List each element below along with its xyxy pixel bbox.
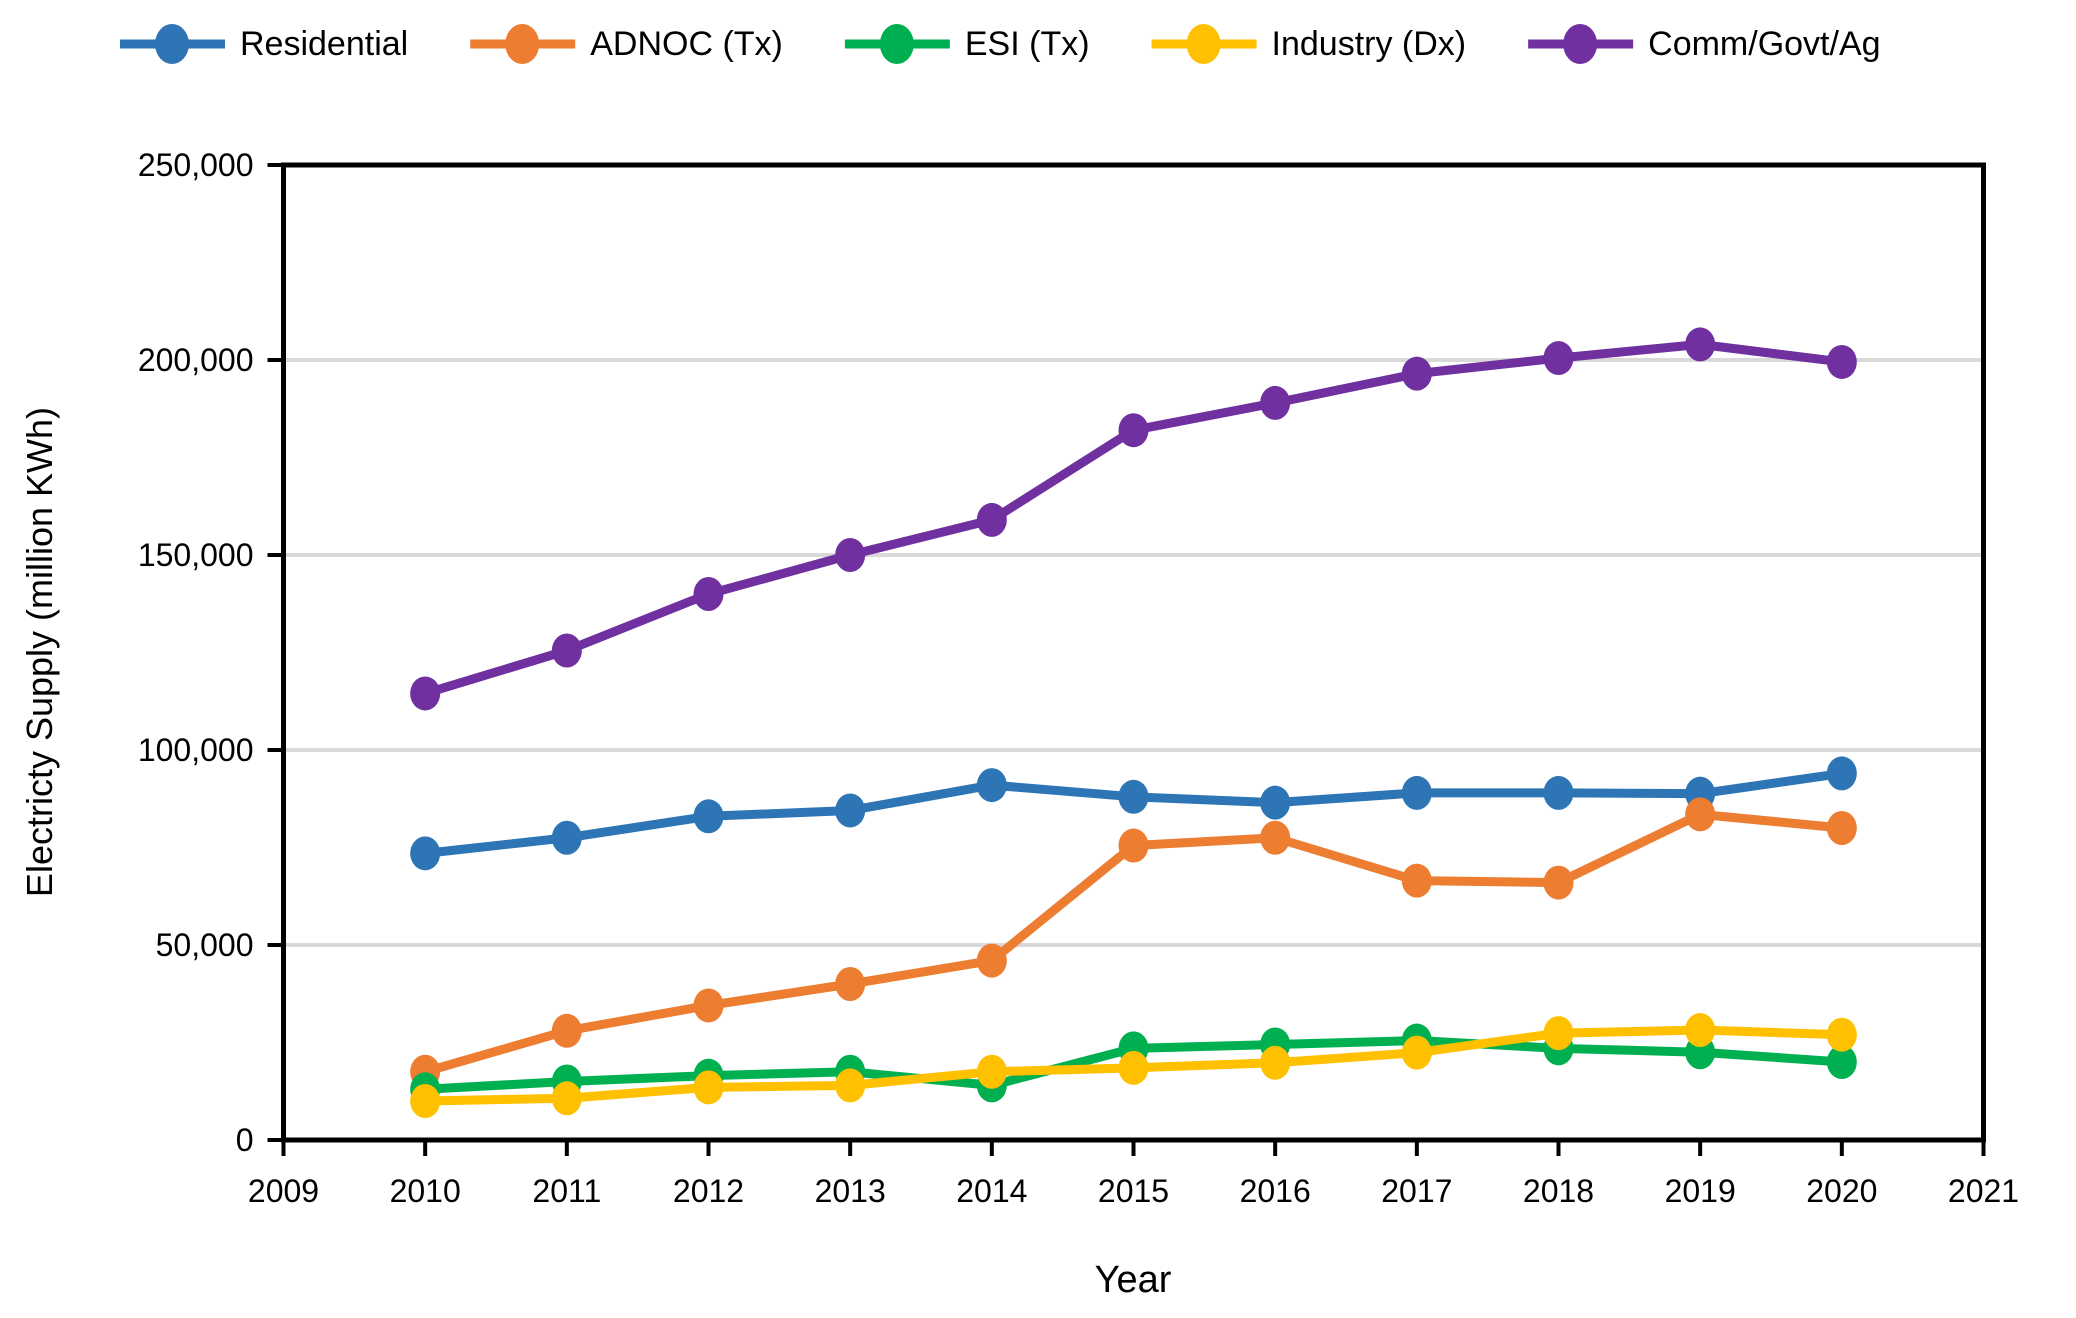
series-line-comm-govt-ag — [420, 339, 1847, 698]
y-tick-label-0: 0 — [236, 1122, 254, 1158]
data-point-residential-2017 — [1401, 775, 1432, 810]
legend-marker-industry-dx — [1186, 24, 1221, 64]
x-tick-label-2011: 2011 — [532, 1173, 601, 1209]
data-point-industry-dx-2010 — [410, 1084, 441, 1118]
data-point-comm-govt-ag-2018 — [1543, 341, 1574, 376]
data-point-comm-govt-ag-2010 — [410, 676, 441, 711]
data-point-comm-govt-ag-2019 — [1685, 327, 1716, 362]
data-series — [410, 327, 1857, 1118]
legend-item-industry-dx: Industry (Dx) — [1151, 24, 1467, 64]
data-point-comm-govt-ag-2015 — [1118, 413, 1149, 448]
data-point-residential-2010 — [410, 836, 441, 871]
legend-item-residential: Residential — [120, 24, 408, 64]
legend-item-adnoc-tx: ADNOC (Tx) — [470, 24, 783, 64]
data-point-industry-dx-2011 — [551, 1081, 582, 1116]
data-point-residential-2014 — [976, 768, 1007, 803]
plot-border — [281, 162, 1986, 1143]
legend-marker-residential — [155, 24, 189, 64]
data-point-industry-dx-2012 — [693, 1070, 724, 1105]
x-tick-label-2020: 2020 — [1806, 1173, 1877, 1209]
data-point-residential-2020 — [1826, 756, 1857, 791]
data-point-comm-govt-ag-2013 — [835, 538, 866, 572]
x-tick-label-2014: 2014 — [956, 1173, 1027, 1209]
legend-label-industry-dx: Industry (Dx) — [1272, 25, 1467, 63]
legend-marker-esi-tx — [879, 24, 914, 64]
data-point-comm-govt-ag-2020 — [1826, 344, 1857, 379]
data-point-adnoc-tx-2015 — [1118, 828, 1149, 863]
legend-marker-comm-govt-ag — [1563, 24, 1598, 64]
data-point-adnoc-tx-2018 — [1543, 865, 1574, 900]
data-point-industry-dx-2013 — [835, 1068, 866, 1103]
data-point-comm-govt-ag-2016 — [1260, 385, 1291, 420]
data-point-adnoc-tx-2019 — [1685, 797, 1716, 832]
data-point-comm-govt-ag-2012 — [693, 577, 724, 611]
chart-legend: Residential ADNOC (Tx) ESI (Tx) Industry (D… — [120, 24, 1881, 64]
data-point-residential-2015 — [1118, 779, 1149, 814]
y-tick-label-100000: 100,000 — [138, 732, 254, 768]
data-point-residential-2018 — [1543, 775, 1574, 810]
data-point-residential-2016 — [1260, 785, 1291, 820]
legend-label-adnoc-tx: ADNOC (Tx) — [590, 25, 783, 63]
data-point-adnoc-tx-2016 — [1260, 820, 1291, 855]
data-point-esi-tx-2020 — [1826, 1045, 1857, 1079]
data-point-adnoc-tx-2014 — [976, 943, 1007, 978]
data-point-industry-dx-2019 — [1685, 1013, 1716, 1048]
data-point-adnoc-tx-2012 — [693, 988, 724, 1023]
x-tick-label-2009: 2009 — [248, 1173, 319, 1209]
y-tick-label-200000: 200,000 — [138, 342, 254, 378]
x-axis-title: Year — [1095, 1259, 1172, 1301]
legend-item-comm-govt-ag: Comm/Govt/Ag — [1528, 24, 1881, 64]
y-tick-label-250000: 250,000 — [138, 147, 254, 183]
x-tick-label-2018: 2018 — [1523, 1173, 1594, 1209]
axes — [267, 162, 1986, 1156]
data-point-adnoc-tx-2017 — [1401, 863, 1432, 898]
y-tick-label-50000: 50,000 — [156, 927, 254, 963]
y-tick-label-150000: 150,000 — [138, 537, 254, 573]
x-tick-label-2021: 2021 — [1948, 1173, 2019, 1209]
axis-tick-labels: 0 50,000 100,000 150,000 200,000 250,000 2009 2… — [138, 147, 2019, 1209]
data-point-comm-govt-ag-2011 — [551, 633, 582, 668]
data-point-adnoc-tx-2011 — [551, 1013, 582, 1048]
data-point-comm-govt-ag-2014 — [976, 502, 1007, 537]
legend-item-esi-tx: ESI (Tx) — [844, 24, 1090, 64]
data-point-comm-govt-ag-2017 — [1401, 356, 1432, 391]
data-point-residential-2011 — [551, 820, 582, 855]
data-point-industry-dx-2018 — [1543, 1016, 1574, 1051]
data-point-residential-2013 — [835, 793, 866, 828]
data-point-industry-dx-2020 — [1826, 1017, 1857, 1052]
x-tick-label-2015: 2015 — [1098, 1173, 1169, 1209]
x-tick-label-2017: 2017 — [1381, 1173, 1452, 1209]
data-point-industry-dx-2017 — [1401, 1035, 1432, 1070]
data-point-industry-dx-2015 — [1118, 1050, 1149, 1085]
legend-marker-adnoc-tx — [505, 24, 540, 64]
data-point-adnoc-tx-2013 — [835, 967, 866, 1001]
x-tick-label-2010: 2010 — [390, 1173, 461, 1209]
legend-label-residential: Residential — [240, 25, 408, 63]
x-tick-label-2019: 2019 — [1665, 1173, 1736, 1209]
y-axis-title: Electricty Supply (million KWh) — [19, 407, 60, 897]
data-point-industry-dx-2014 — [976, 1054, 1007, 1089]
x-tick-label-2016: 2016 — [1240, 1173, 1311, 1209]
legend-label-esi-tx: ESI (Tx) — [965, 25, 1090, 63]
x-tick-label-2012: 2012 — [673, 1173, 744, 1209]
x-tick-label-2013: 2013 — [815, 1173, 886, 1209]
data-point-adnoc-tx-2020 — [1826, 811, 1857, 845]
legend-label-comm-govt-ag: Comm/Govt/Ag — [1648, 25, 1880, 63]
data-point-industry-dx-2016 — [1260, 1045, 1291, 1080]
data-point-residential-2012 — [693, 799, 724, 834]
